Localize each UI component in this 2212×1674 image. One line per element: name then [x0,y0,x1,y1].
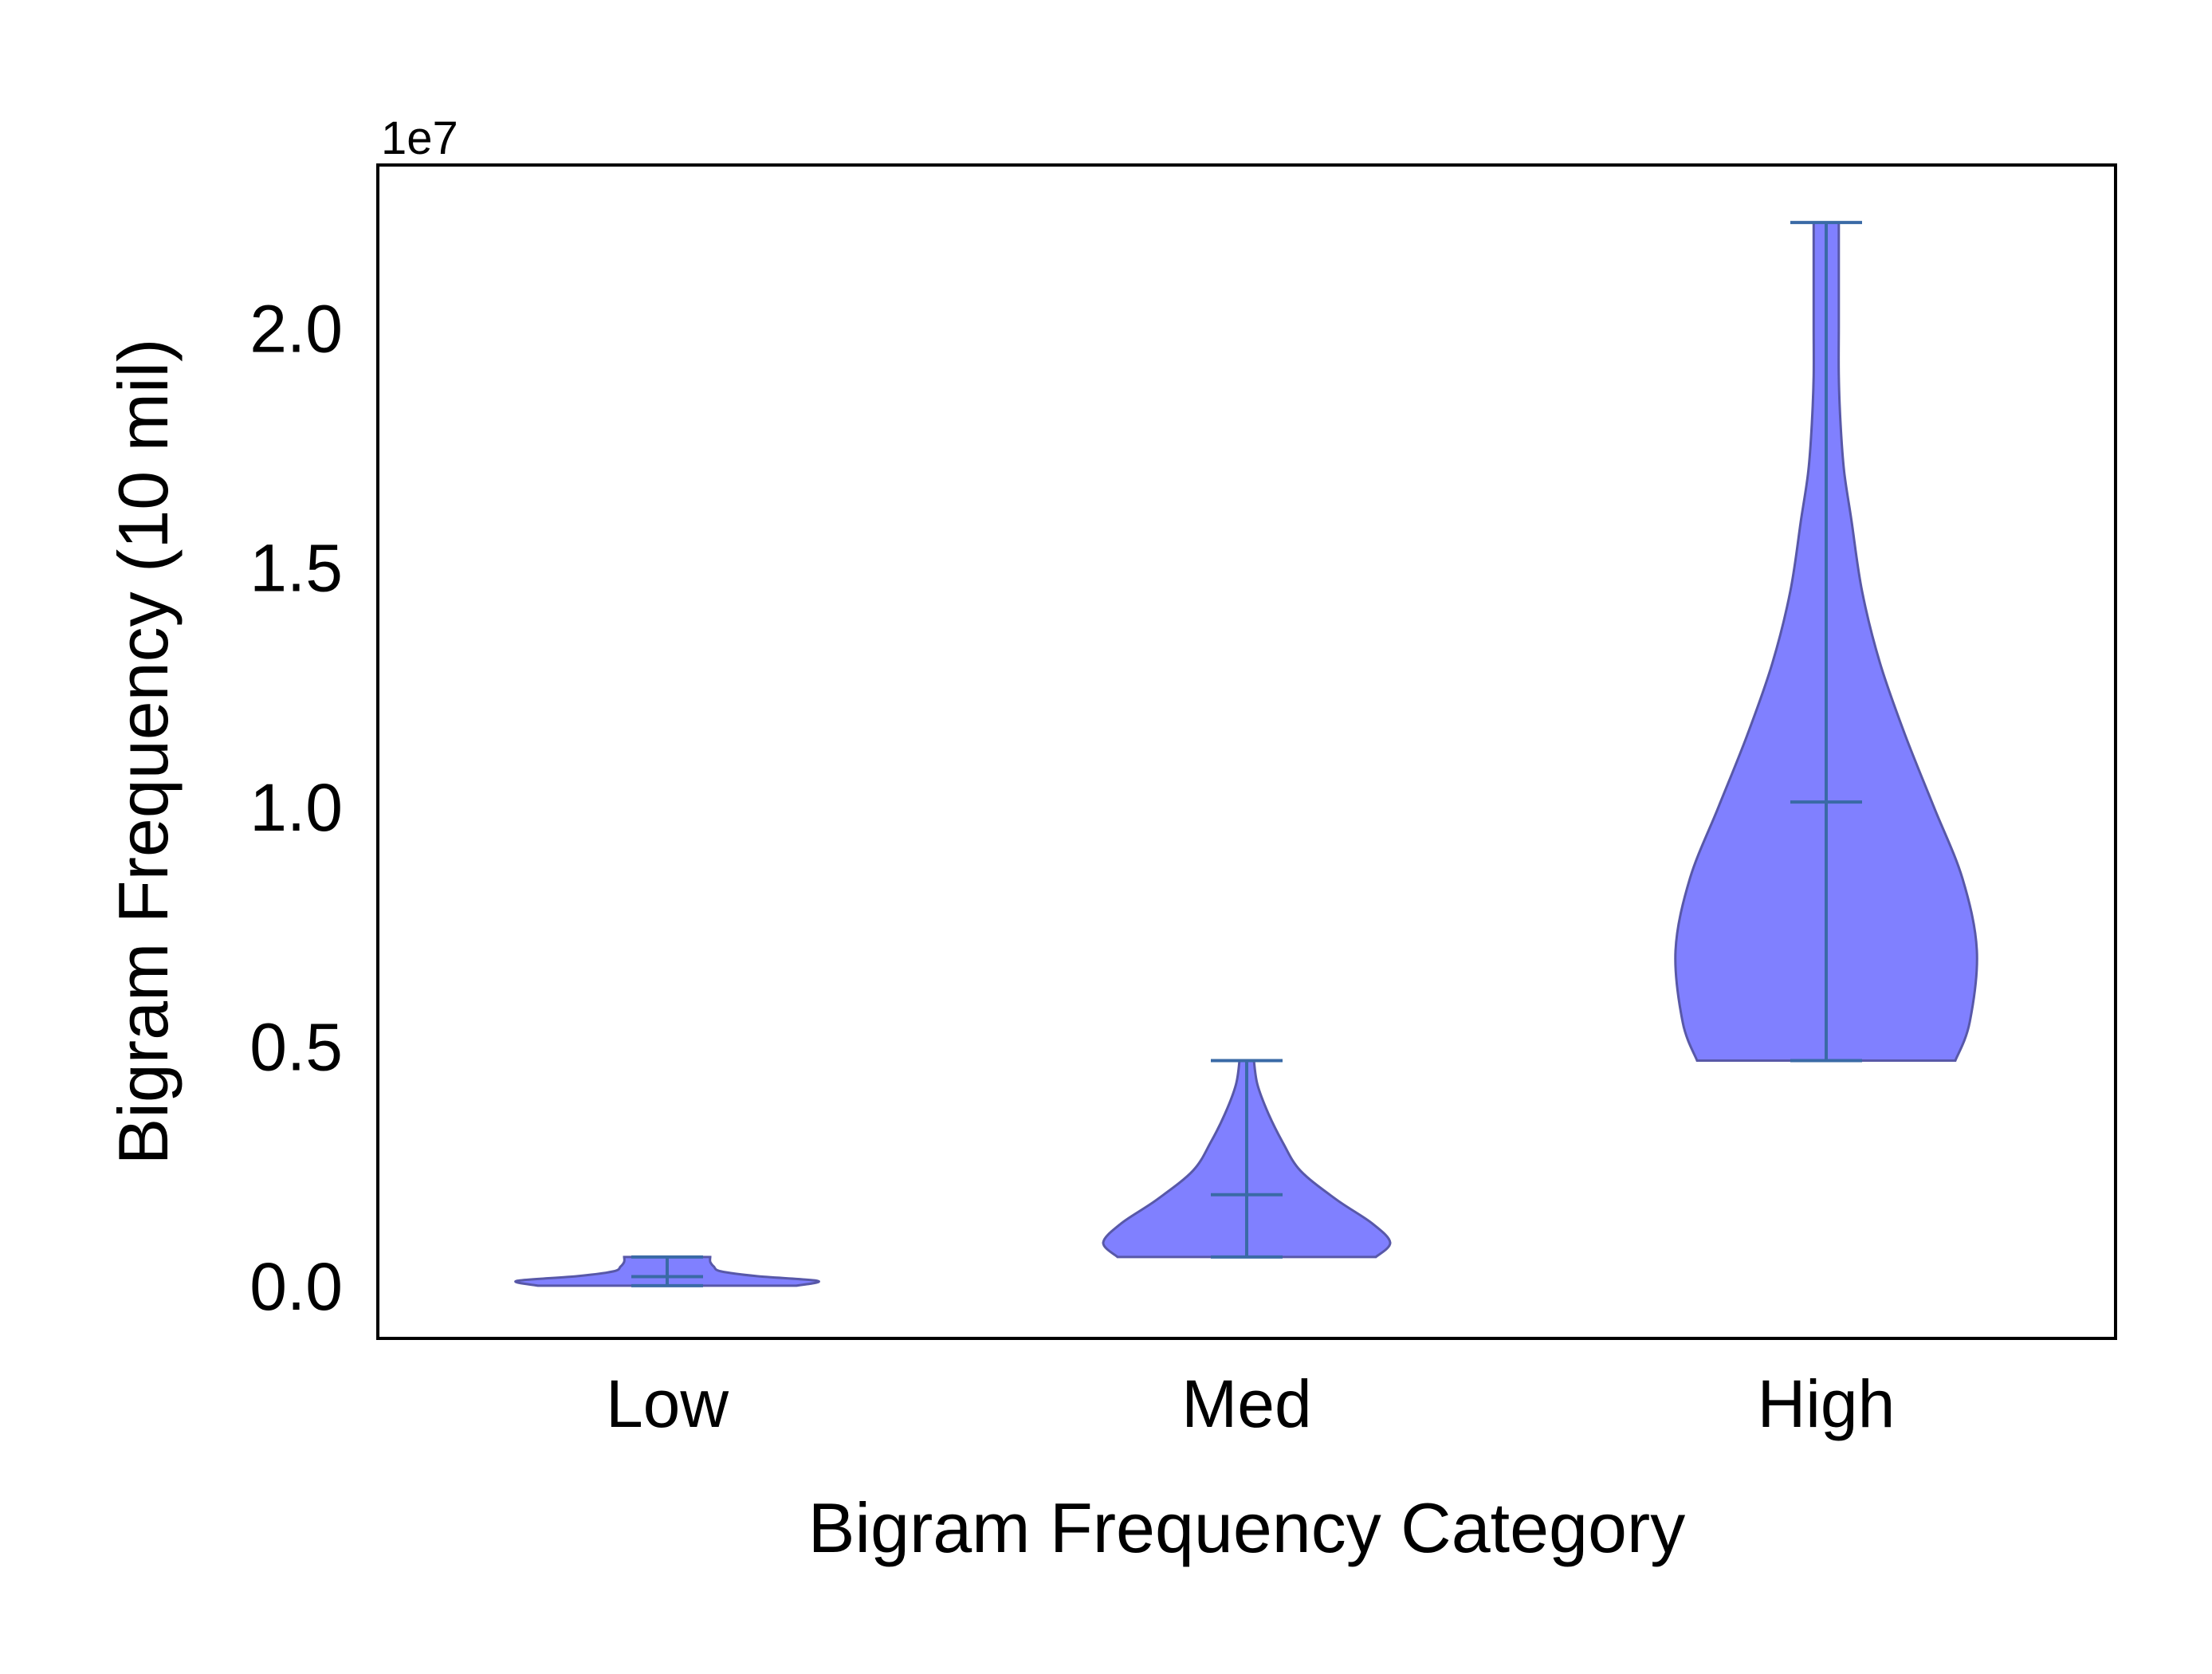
y-tick-label: 2.0 [249,291,343,366]
y-tick-label: 1.0 [249,770,343,845]
y-offset-label: 1e7 [381,112,458,164]
x-tick-label: Med [1181,1366,1311,1441]
y-tick-label: 0.5 [249,1010,343,1085]
y-tick-label: 0.0 [249,1249,343,1324]
y-axis-label: Bigram Frequency (10 mil) [104,339,183,1165]
plot-frame [376,163,2117,1340]
x-axis-label: Bigram Frequency Category [808,1488,1685,1567]
y-tick-labels: 0.0 0.5 1.0 1.5 2.0 [249,291,343,1324]
x-tick-labels: Low Med High [606,1366,1895,1441]
x-tick-label: Low [606,1366,729,1441]
x-tick-label: High [1758,1366,1896,1441]
y-tick-label: 1.5 [249,531,343,606]
violins-layer [514,221,1978,1287]
